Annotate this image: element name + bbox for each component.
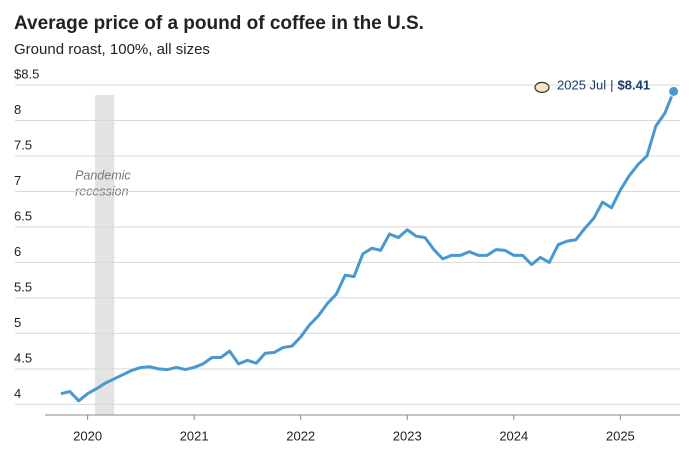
- x-tick-label: 2020: [73, 428, 102, 443]
- annotation-separator: |: [610, 78, 613, 93]
- y-tick-label: 4: [14, 386, 21, 401]
- recession-label: Pandemic: [75, 168, 131, 182]
- x-tick-label: 2024: [499, 428, 528, 443]
- recession-band: [95, 95, 115, 415]
- y-tick-label: 4.5: [14, 350, 32, 365]
- y-tick-label: 7: [14, 173, 21, 188]
- annotation: 2025 Jul | $8.41: [557, 78, 650, 93]
- annotation-dot: [668, 85, 680, 97]
- y-tick-label: 6.5: [14, 208, 32, 223]
- x-tick-label: 2023: [393, 428, 422, 443]
- chart-title: Average price of a pound of coffee in th…: [14, 13, 424, 34]
- x-tick-label: 2021: [180, 428, 209, 443]
- y-tick-label: 8: [14, 102, 21, 117]
- annotation-value: $8.41: [618, 78, 651, 93]
- cup-icon: [534, 81, 550, 93]
- y-tick-label: 6: [14, 244, 21, 259]
- x-tick-label: 2022: [286, 428, 315, 443]
- y-tick-label: 7.5: [14, 137, 32, 152]
- y-tick-label: 5.5: [14, 279, 32, 294]
- y-tick-label: $8.5: [14, 66, 39, 81]
- annotation-date: 2025 Jul: [557, 78, 606, 93]
- price-line: [60, 90, 676, 403]
- chart-subtitle: Ground roast, 100%, all sizes: [14, 41, 210, 58]
- x-tick-label: 2025: [606, 428, 635, 443]
- y-tick-label: 5: [14, 315, 21, 330]
